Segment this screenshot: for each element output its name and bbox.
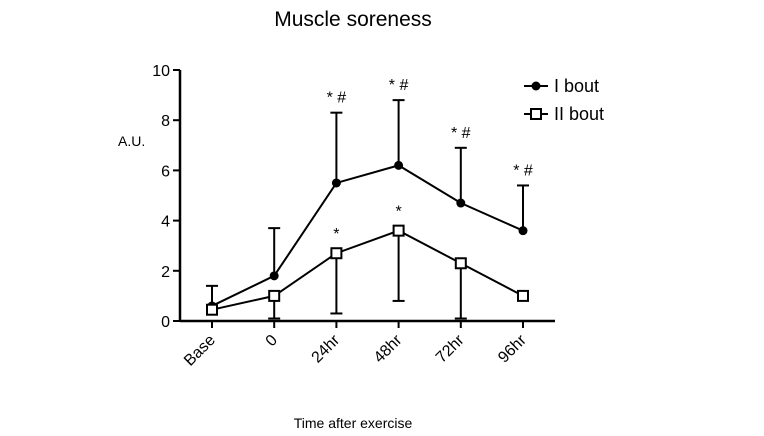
plot-area: 0 2 4 6 8 10 Base 0 24hr 48hr 72hr 96hr * # * # * # * #… — [152, 63, 555, 370]
y-tick-label-6: 6 — [161, 163, 170, 180]
point-ii-bout-base — [206, 303, 218, 316]
point-ii-bout-0 — [268, 289, 281, 302]
point-i-bout-0 — [269, 271, 279, 281]
point-ii-bout-48hr — [392, 224, 405, 237]
x-tick-label-48hr: 48hr — [371, 331, 406, 366]
chart-title: Muscle soreness — [274, 8, 432, 31]
legend-marker-ii-bout — [530, 108, 542, 120]
x-tick-label-72hr: 72hr — [433, 331, 468, 366]
x-tick-label-base: Base — [181, 332, 219, 370]
y-tick-label-0: 0 — [161, 314, 170, 331]
point-i-bout-24hr — [331, 178, 341, 188]
point-i-bout-72hr — [456, 198, 466, 208]
point-ii-bout-72hr — [454, 257, 467, 270]
legend-marker-i-bout — [531, 81, 541, 91]
significance-ii-bout-24hr: * — [333, 226, 339, 243]
x-tick-label-24hr: 24hr — [309, 331, 344, 366]
x-axis-label: Time after exercise — [294, 415, 413, 431]
significance-i-bout-24hr: * # — [327, 90, 347, 107]
legend-label-i-bout: I bout — [554, 76, 599, 96]
legend: I bout II bout — [524, 76, 604, 124]
y-tick-label-4: 4 — [161, 214, 170, 231]
significance-i-bout-96hr: * # — [513, 162, 533, 179]
y-tick-label-8: 8 — [161, 113, 170, 130]
series-line-ii-bout — [211, 229, 524, 311]
series-line-i-bout — [211, 164, 524, 307]
point-i-bout-96hr — [518, 226, 528, 236]
x-tick-label-96hr: 96hr — [495, 331, 530, 366]
significance-ii-bout-48hr: * — [395, 204, 401, 221]
point-i-bout-48hr — [394, 160, 404, 170]
point-ii-bout-24hr — [330, 247, 343, 260]
y-axis-label: A.U. — [118, 133, 145, 149]
x-tick-label-0: 0 — [263, 332, 281, 350]
significance-i-bout-72hr: * # — [451, 125, 471, 142]
significance-i-bout-48hr: * # — [389, 77, 409, 94]
y-tick-label-2: 2 — [161, 264, 170, 281]
y-tick-label-10: 10 — [152, 63, 170, 80]
point-ii-bout-96hr — [517, 289, 529, 302]
legend-label-ii-bout: II bout — [554, 104, 604, 124]
